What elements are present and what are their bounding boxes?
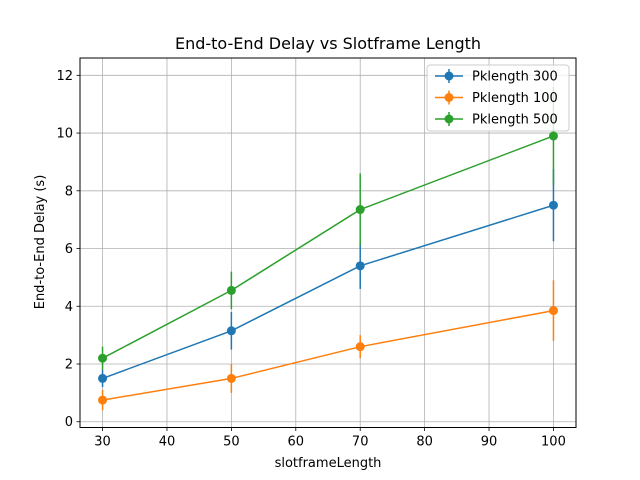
data-point [355, 342, 365, 352]
x-tick-label: 80 [416, 435, 433, 450]
legend-label: Pklength 100 [472, 91, 558, 106]
legend-box [426, 64, 570, 132]
legend-item: Pklength 500 [435, 112, 558, 128]
plot-frame [79, 57, 577, 428]
data-point [98, 373, 108, 383]
legend-item: Pklength 100 [435, 90, 558, 106]
data-point [98, 353, 108, 363]
data-point [226, 373, 236, 383]
x-axis-label: slotframeLength [275, 456, 382, 471]
legend-label: Pklength 300 [472, 70, 558, 85]
series-line [102, 135, 554, 359]
data-point [548, 131, 558, 141]
y-tick-label: 12 [56, 69, 73, 84]
series-2 [98, 280, 558, 411]
y-tick-label: 2 [65, 357, 73, 372]
data-point [98, 395, 108, 405]
series-layer [98, 86, 558, 411]
y-tick-label: 0 [65, 415, 73, 430]
data-point [548, 306, 558, 316]
chart-title: End-to-End Delay vs Slotframe Length [175, 34, 481, 53]
series-line [102, 204, 554, 380]
x-tick-label: 70 [352, 435, 369, 450]
legend: Pklength 300 Pklength 100 Pklength 500 [426, 64, 570, 132]
data-point [226, 285, 236, 295]
y-tick-label: 4 [65, 300, 73, 315]
legend-label: Pklength 500 [472, 113, 558, 128]
series-line [102, 309, 554, 401]
legend-marker [444, 93, 454, 102]
ticks: 30 40 50 60 70 80 90 100 0 2 4 6 8 10 12 [56, 69, 565, 450]
x-tick-label: 60 [288, 435, 305, 450]
legend-item: Pklength 300 [435, 69, 558, 85]
x-tick-label: 50 [223, 435, 240, 450]
legend-marker [444, 114, 454, 124]
data-point [226, 326, 236, 336]
x-tick-label: 90 [481, 435, 498, 450]
legend-marker [444, 71, 454, 81]
y-tick-label: 6 [65, 242, 73, 257]
y-tick-label: 10 [56, 127, 73, 142]
data-point [355, 261, 365, 271]
y-axis-label: End-to-End Delay (s) [33, 175, 48, 310]
data-point [548, 200, 558, 210]
data-point [355, 205, 365, 215]
y-tick-label: 8 [65, 184, 73, 199]
x-tick-label: 30 [94, 435, 111, 450]
x-tick-label: 40 [159, 435, 176, 450]
x-tick-label: 100 [541, 435, 566, 450]
